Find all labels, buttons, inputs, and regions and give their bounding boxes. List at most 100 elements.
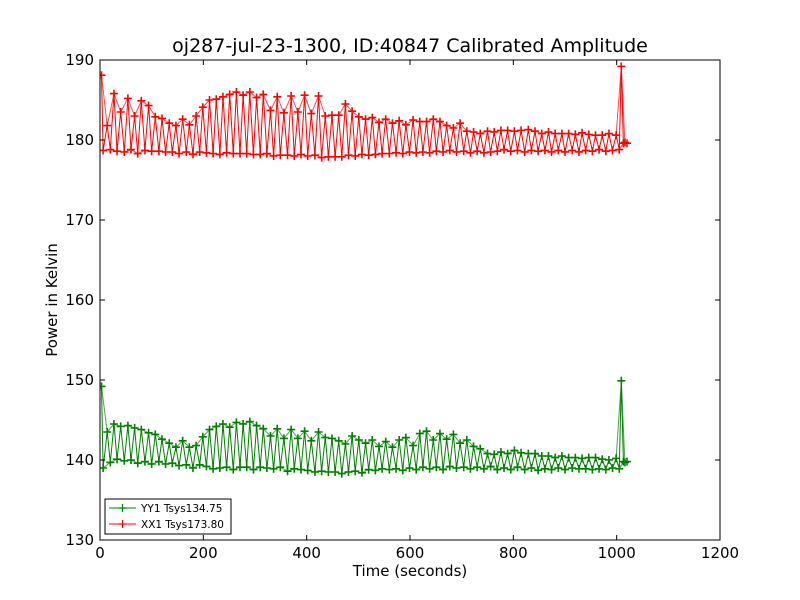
data-point — [137, 425, 146, 434]
data-point — [409, 116, 418, 124]
legend-marker — [118, 504, 127, 512]
data-point — [317, 467, 326, 476]
data-point — [222, 148, 231, 157]
data-point — [378, 464, 387, 473]
series-0 — [100, 376, 631, 478]
data-point — [578, 128, 587, 137]
data-point — [476, 129, 485, 138]
data-point — [266, 432, 275, 440]
data-point — [229, 149, 238, 158]
data-point — [222, 463, 231, 472]
data-point — [371, 150, 380, 159]
data-point — [574, 148, 583, 156]
data-point — [106, 458, 115, 467]
data-point — [195, 460, 204, 469]
data-point — [513, 463, 522, 472]
data-point — [466, 148, 475, 157]
data-point — [154, 457, 163, 466]
data-point — [171, 121, 180, 130]
data-point — [161, 148, 170, 156]
data-point — [388, 443, 397, 452]
data-point — [137, 96, 146, 105]
data-point — [279, 434, 288, 443]
data-point — [517, 126, 526, 135]
data-point — [462, 127, 471, 136]
data-point — [554, 146, 563, 155]
x-tick-label: 800 — [499, 544, 528, 562]
data-point — [331, 152, 340, 161]
data-point — [242, 149, 251, 158]
data-point — [283, 467, 292, 476]
data-point — [144, 428, 153, 437]
data-point — [300, 91, 309, 100]
data-point — [303, 152, 312, 160]
data-point — [175, 461, 184, 470]
data-point — [337, 152, 346, 161]
data-point — [296, 150, 305, 159]
data-point — [127, 145, 135, 154]
data-point — [236, 149, 245, 158]
data-point — [293, 434, 302, 443]
data-point — [314, 428, 323, 436]
data-point — [239, 91, 248, 100]
data-point — [283, 151, 292, 160]
data-point — [503, 126, 512, 135]
chart-title: oj287-jul-23-1300, ID:40847 Calibrated A… — [172, 35, 648, 57]
data-point — [334, 111, 343, 120]
y-tick-label: 150 — [65, 371, 94, 389]
data-point — [578, 454, 587, 463]
data-point — [205, 96, 214, 104]
data-point — [249, 150, 258, 159]
data-point — [459, 147, 468, 156]
data-point — [527, 464, 536, 472]
data-point — [256, 150, 265, 159]
data-point — [415, 429, 424, 438]
data-point — [195, 148, 204, 156]
data-point — [344, 151, 353, 160]
data-point — [452, 464, 461, 472]
data-point — [232, 88, 241, 96]
data-point — [409, 441, 418, 450]
data-point — [615, 464, 624, 473]
data-point — [442, 121, 451, 130]
data-point — [473, 147, 482, 156]
data-point — [449, 124, 458, 132]
data-point — [591, 453, 600, 462]
data-point — [500, 145, 509, 154]
data-point — [262, 149, 271, 158]
data-point — [517, 448, 526, 457]
data-point — [534, 466, 543, 475]
data-point — [116, 108, 125, 116]
data-point — [401, 433, 410, 442]
data-point — [158, 435, 166, 444]
data-point — [314, 92, 323, 100]
data-point — [557, 129, 566, 138]
data-point — [479, 148, 488, 157]
data-point — [418, 463, 427, 472]
data-point — [321, 433, 330, 442]
x-axis-label: Time (seconds) — [352, 562, 468, 580]
data-point — [479, 464, 488, 473]
data-point — [415, 117, 424, 126]
legend: YY1 Tsys134.75 XX1 Tsys173.80 — [104, 498, 232, 535]
data-point — [178, 436, 187, 445]
data-point — [398, 149, 407, 158]
data-point — [612, 131, 621, 140]
data-point — [364, 465, 373, 474]
data-point — [287, 425, 296, 434]
data-point — [422, 117, 431, 126]
data-point — [307, 109, 316, 118]
data-point — [547, 465, 556, 474]
data-point — [476, 444, 485, 453]
data-point — [571, 130, 580, 139]
data-point — [540, 146, 549, 155]
data-point — [348, 432, 357, 440]
data-point — [544, 452, 553, 460]
data-point — [140, 457, 149, 466]
data-point — [449, 430, 458, 439]
data-point — [584, 130, 593, 139]
data-point — [506, 147, 515, 156]
data-point — [189, 150, 197, 159]
data-point — [100, 71, 106, 80]
